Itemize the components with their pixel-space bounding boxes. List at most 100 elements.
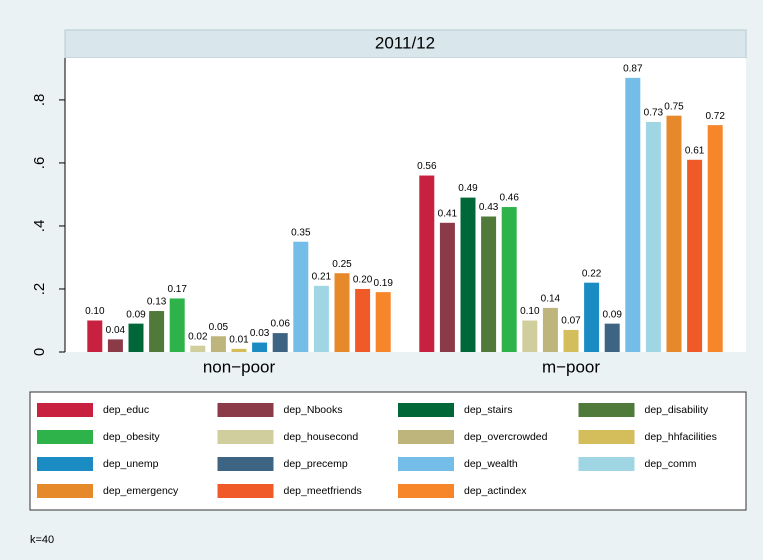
value-label: 0.04 bbox=[106, 325, 126, 336]
legend-label: dep_wealth bbox=[464, 458, 518, 470]
legend-label: dep_Nbooks bbox=[284, 404, 343, 416]
value-label: 0.25 bbox=[332, 259, 352, 270]
value-label: 0.21 bbox=[312, 271, 332, 282]
value-label: 0.05 bbox=[209, 322, 229, 333]
value-label: 0.87 bbox=[623, 63, 643, 74]
bar bbox=[334, 273, 350, 352]
bar bbox=[604, 323, 620, 352]
legend-swatch bbox=[37, 430, 93, 444]
legend-swatch bbox=[398, 457, 454, 471]
legend-label: dep_comm bbox=[645, 458, 697, 470]
value-label: 0.19 bbox=[373, 278, 393, 289]
bar bbox=[149, 311, 165, 352]
bar bbox=[460, 197, 476, 352]
legend-label: dep_educ bbox=[103, 404, 149, 416]
bar bbox=[293, 241, 309, 352]
bar bbox=[128, 323, 144, 352]
legend-swatch bbox=[398, 484, 454, 498]
legend-label: dep_overcrowded bbox=[464, 431, 548, 443]
value-label: 0.17 bbox=[167, 284, 187, 295]
value-label: 0.22 bbox=[582, 268, 602, 279]
legend-swatch bbox=[217, 457, 274, 471]
bar bbox=[707, 125, 723, 352]
value-label: 0.06 bbox=[270, 319, 290, 330]
legend-label: dep_disability bbox=[645, 404, 709, 416]
bar bbox=[252, 342, 268, 352]
legend-swatch bbox=[578, 457, 635, 471]
legend-swatch bbox=[217, 484, 274, 498]
bar bbox=[542, 307, 558, 352]
note: k=40 bbox=[30, 534, 54, 546]
bar bbox=[272, 333, 288, 352]
legend-label: dep_unemp bbox=[103, 458, 159, 470]
value-label: 0.35 bbox=[291, 227, 311, 238]
bar bbox=[107, 339, 123, 352]
legend-swatch bbox=[217, 403, 274, 417]
bar bbox=[439, 222, 455, 352]
legend-label: dep_obesity bbox=[103, 431, 160, 443]
bar bbox=[501, 207, 517, 352]
legend-swatch bbox=[578, 430, 635, 444]
bar bbox=[687, 159, 703, 352]
bar bbox=[563, 329, 579, 352]
legend-swatch bbox=[37, 403, 93, 417]
bar bbox=[210, 336, 226, 352]
legend-swatch bbox=[398, 403, 454, 417]
bar bbox=[355, 288, 371, 352]
panel-header bbox=[64, 29, 747, 59]
bar bbox=[481, 216, 497, 352]
legend-swatch bbox=[217, 430, 274, 444]
value-label: 0.43 bbox=[479, 202, 499, 213]
bar bbox=[169, 298, 185, 352]
legend-label: dep_housecond bbox=[284, 431, 359, 443]
value-label: 0.56 bbox=[417, 161, 437, 172]
legend-label: dep_precemp bbox=[284, 458, 348, 470]
value-label: 0.20 bbox=[353, 275, 373, 286]
bar bbox=[584, 282, 600, 352]
x-tick-label: m−poor bbox=[542, 357, 600, 376]
y-tick-label: .4 bbox=[31, 220, 48, 233]
bar bbox=[522, 320, 538, 352]
value-label: 0.09 bbox=[126, 309, 146, 320]
legend-label: dep_stairs bbox=[464, 404, 512, 416]
bar bbox=[625, 77, 641, 353]
plot-area bbox=[65, 58, 746, 352]
legend-swatch bbox=[37, 484, 93, 498]
y-tick-label: 0 bbox=[31, 348, 48, 356]
x-tick-label: non−poor bbox=[203, 357, 276, 376]
value-label: 0.72 bbox=[705, 111, 725, 122]
legend-swatch bbox=[398, 430, 454, 444]
value-label: 0.73 bbox=[644, 108, 664, 119]
value-label: 0.10 bbox=[85, 306, 105, 317]
legend-swatch bbox=[578, 403, 635, 417]
legend-label: dep_hhfacilities bbox=[645, 431, 717, 443]
bar bbox=[375, 292, 391, 352]
value-label: 0.03 bbox=[250, 328, 270, 339]
legend bbox=[29, 391, 747, 511]
legend-swatch bbox=[37, 457, 93, 471]
value-label: 0.75 bbox=[664, 101, 684, 112]
bar bbox=[190, 345, 206, 352]
legend-label: dep_meetfriends bbox=[284, 485, 362, 497]
value-label: 0.41 bbox=[438, 208, 458, 219]
bar bbox=[87, 320, 103, 352]
value-label: 0.10 bbox=[520, 306, 540, 317]
legend-label: dep_emergency bbox=[103, 485, 179, 497]
bar bbox=[645, 121, 661, 353]
value-label: 0.13 bbox=[147, 297, 167, 308]
value-label: 0.46 bbox=[499, 193, 519, 204]
chart-title: 2011/12 bbox=[375, 33, 435, 52]
value-label: 0.07 bbox=[561, 316, 581, 327]
value-label: 0.09 bbox=[602, 309, 622, 320]
bar bbox=[666, 115, 682, 353]
y-tick-label: .2 bbox=[31, 283, 48, 296]
value-label: 0.14 bbox=[541, 294, 561, 305]
value-label: 0.61 bbox=[685, 145, 705, 156]
y-tick-label: .6 bbox=[31, 157, 48, 170]
bar bbox=[419, 175, 435, 352]
legend-label: dep_actindex bbox=[464, 485, 527, 497]
value-label: 0.49 bbox=[458, 183, 478, 194]
bar bbox=[313, 285, 329, 352]
y-tick-label: .8 bbox=[31, 94, 48, 107]
